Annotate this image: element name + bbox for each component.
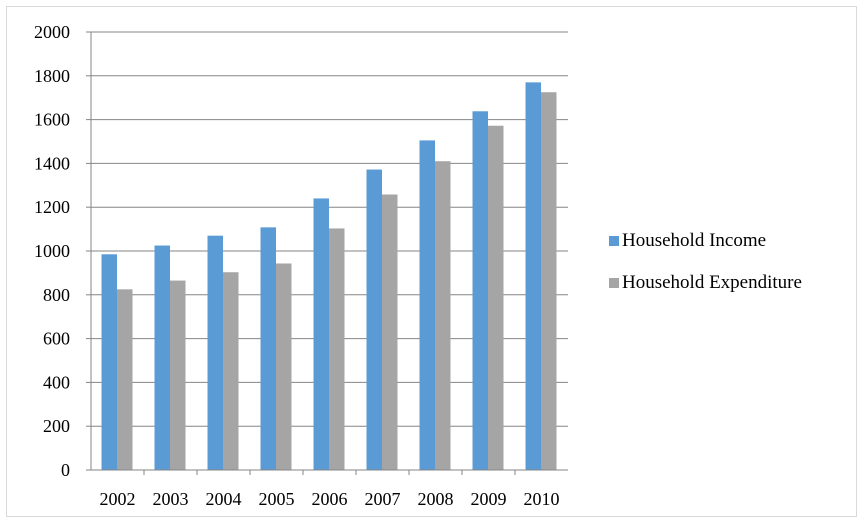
- bar-household-expenditure-2002: [117, 289, 133, 470]
- bar-household-income-2006: [314, 198, 330, 470]
- x-axis: 2002 2003 2004 2005 2006 2007 2008 2009 2010: [91, 470, 568, 509]
- x-tick-label: 2006: [312, 489, 348, 509]
- x-tick-label: 2005: [259, 489, 295, 509]
- y-axis: 0 200 400 600 800 1000 1200 1400 1600 1800 2000: [34, 22, 91, 480]
- bar-household-expenditure-2004: [223, 272, 239, 470]
- bars: [102, 82, 557, 470]
- bar-household-expenditure-2009: [488, 126, 504, 470]
- bar-household-income-2002: [102, 254, 118, 470]
- y-tick-label: 0: [61, 460, 70, 480]
- x-tick-label: 2008: [418, 489, 454, 509]
- bar-household-income-2009: [473, 111, 489, 470]
- bar-household-expenditure-2005: [276, 263, 292, 470]
- bar-household-income-2010: [526, 82, 542, 470]
- x-tick-label: 2009: [471, 489, 507, 509]
- x-tick-label: 2007: [365, 489, 401, 509]
- y-tick-label: 1200: [34, 197, 70, 217]
- bar-household-expenditure-2007: [382, 194, 398, 470]
- y-tick-label: 200: [43, 416, 70, 436]
- bar-household-income-2004: [208, 236, 224, 470]
- y-tick-label: 1400: [34, 153, 70, 173]
- bar-household-income-2007: [367, 170, 383, 470]
- legend-swatch: [609, 236, 619, 246]
- legend-swatch: [609, 278, 619, 288]
- x-tick-label: 2003: [153, 489, 189, 509]
- y-tick-label: 600: [43, 329, 70, 349]
- bar-household-expenditure-2010: [541, 92, 557, 470]
- y-tick-label: 400: [43, 372, 70, 392]
- x-tick-label: 2004: [206, 489, 242, 509]
- legend-label: Household Expenditure: [622, 272, 802, 293]
- x-tick-label: 2002: [100, 489, 136, 509]
- y-tick-label: 800: [43, 285, 70, 305]
- x-tick-label: 2010: [524, 489, 560, 509]
- y-tick-label: 1600: [34, 110, 70, 130]
- y-tick-label: 1000: [34, 241, 70, 261]
- bar-household-expenditure-2006: [329, 228, 345, 470]
- legend-label: Household Income: [622, 230, 766, 251]
- bar-household-expenditure-2003: [170, 281, 186, 470]
- bar-household-income-2008: [420, 140, 436, 470]
- y-tick-label: 2000: [34, 22, 70, 42]
- y-tick-label: 1800: [34, 66, 70, 86]
- legend: Household Income Household Expenditure: [609, 230, 802, 293]
- bar-household-expenditure-2008: [435, 161, 451, 470]
- bar-household-income-2005: [261, 227, 277, 470]
- bar-household-income-2003: [155, 246, 171, 470]
